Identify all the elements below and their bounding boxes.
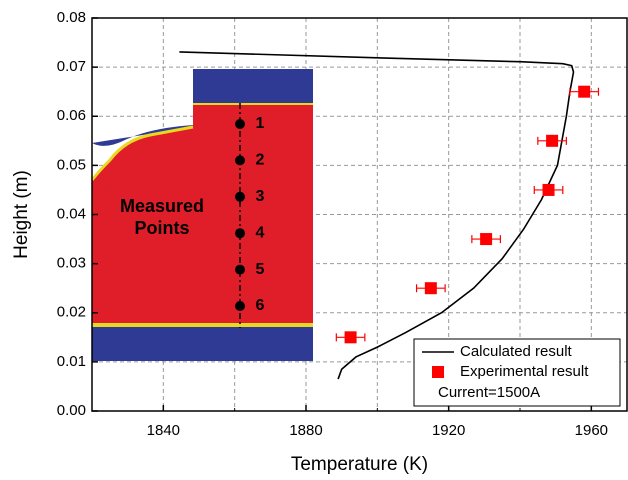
experimental-point bbox=[578, 85, 591, 98]
plot-frame bbox=[91, 17, 628, 412]
y-tick-label: 0.06 bbox=[57, 107, 86, 124]
legend-note: Current=1500A bbox=[438, 384, 540, 401]
x-tick-label: 1880 bbox=[289, 422, 322, 439]
inset-edge bbox=[90, 125, 194, 181]
measure-point bbox=[235, 119, 245, 129]
experimental-point bbox=[480, 233, 493, 246]
measure-point bbox=[235, 264, 245, 275]
point-label: 6 bbox=[256, 297, 265, 314]
x-tick-label: 1920 bbox=[432, 422, 465, 439]
point-label: 3 bbox=[256, 188, 265, 205]
y-tick-label: 0.07 bbox=[57, 58, 86, 75]
y-tick-label: 0.05 bbox=[57, 156, 86, 173]
x-tick-label: 1960 bbox=[575, 422, 608, 439]
measure-point bbox=[235, 191, 245, 202]
inset-top-block bbox=[193, 69, 313, 105]
experimental-point bbox=[542, 183, 555, 196]
experimental-point bbox=[424, 282, 437, 295]
y-tick-label: 0.01 bbox=[57, 353, 86, 370]
legend-label: Calculated result bbox=[460, 343, 573, 360]
y-tick-label: 0.03 bbox=[57, 255, 86, 272]
experimental-point bbox=[546, 134, 559, 147]
inset-interface bbox=[92, 323, 313, 327]
experimental-point bbox=[344, 331, 357, 344]
point-label: 5 bbox=[256, 261, 265, 278]
point-label: 2 bbox=[256, 152, 265, 169]
legend-box bbox=[413, 338, 621, 407]
x-axis-title: Temperature (K) bbox=[291, 454, 428, 475]
inset-bottom-block bbox=[92, 325, 313, 361]
x-tick-label: 1840 bbox=[147, 422, 180, 439]
measure-point bbox=[235, 228, 245, 239]
point-label: 4 bbox=[256, 224, 265, 241]
measure-point bbox=[235, 301, 245, 311]
inset-body bbox=[92, 105, 313, 325]
simulation-inset: Measured Points 1 2 3 4 5 6 bbox=[90, 69, 313, 361]
y-tick-label: 0.08 bbox=[57, 9, 86, 26]
y-tick-label: 0.02 bbox=[57, 304, 86, 321]
legend-label: Experimental result bbox=[460, 363, 589, 380]
inset-label: Measured Points bbox=[120, 196, 204, 238]
y-axis-title: Height (m) bbox=[11, 170, 32, 259]
legend-marker bbox=[432, 366, 444, 378]
measure-point bbox=[235, 155, 245, 166]
y-tick-label: 0.00 bbox=[57, 402, 86, 419]
calculated-line bbox=[179, 51, 575, 380]
point-label: 1 bbox=[256, 115, 265, 132]
y-tick-label: 0.04 bbox=[57, 205, 86, 222]
